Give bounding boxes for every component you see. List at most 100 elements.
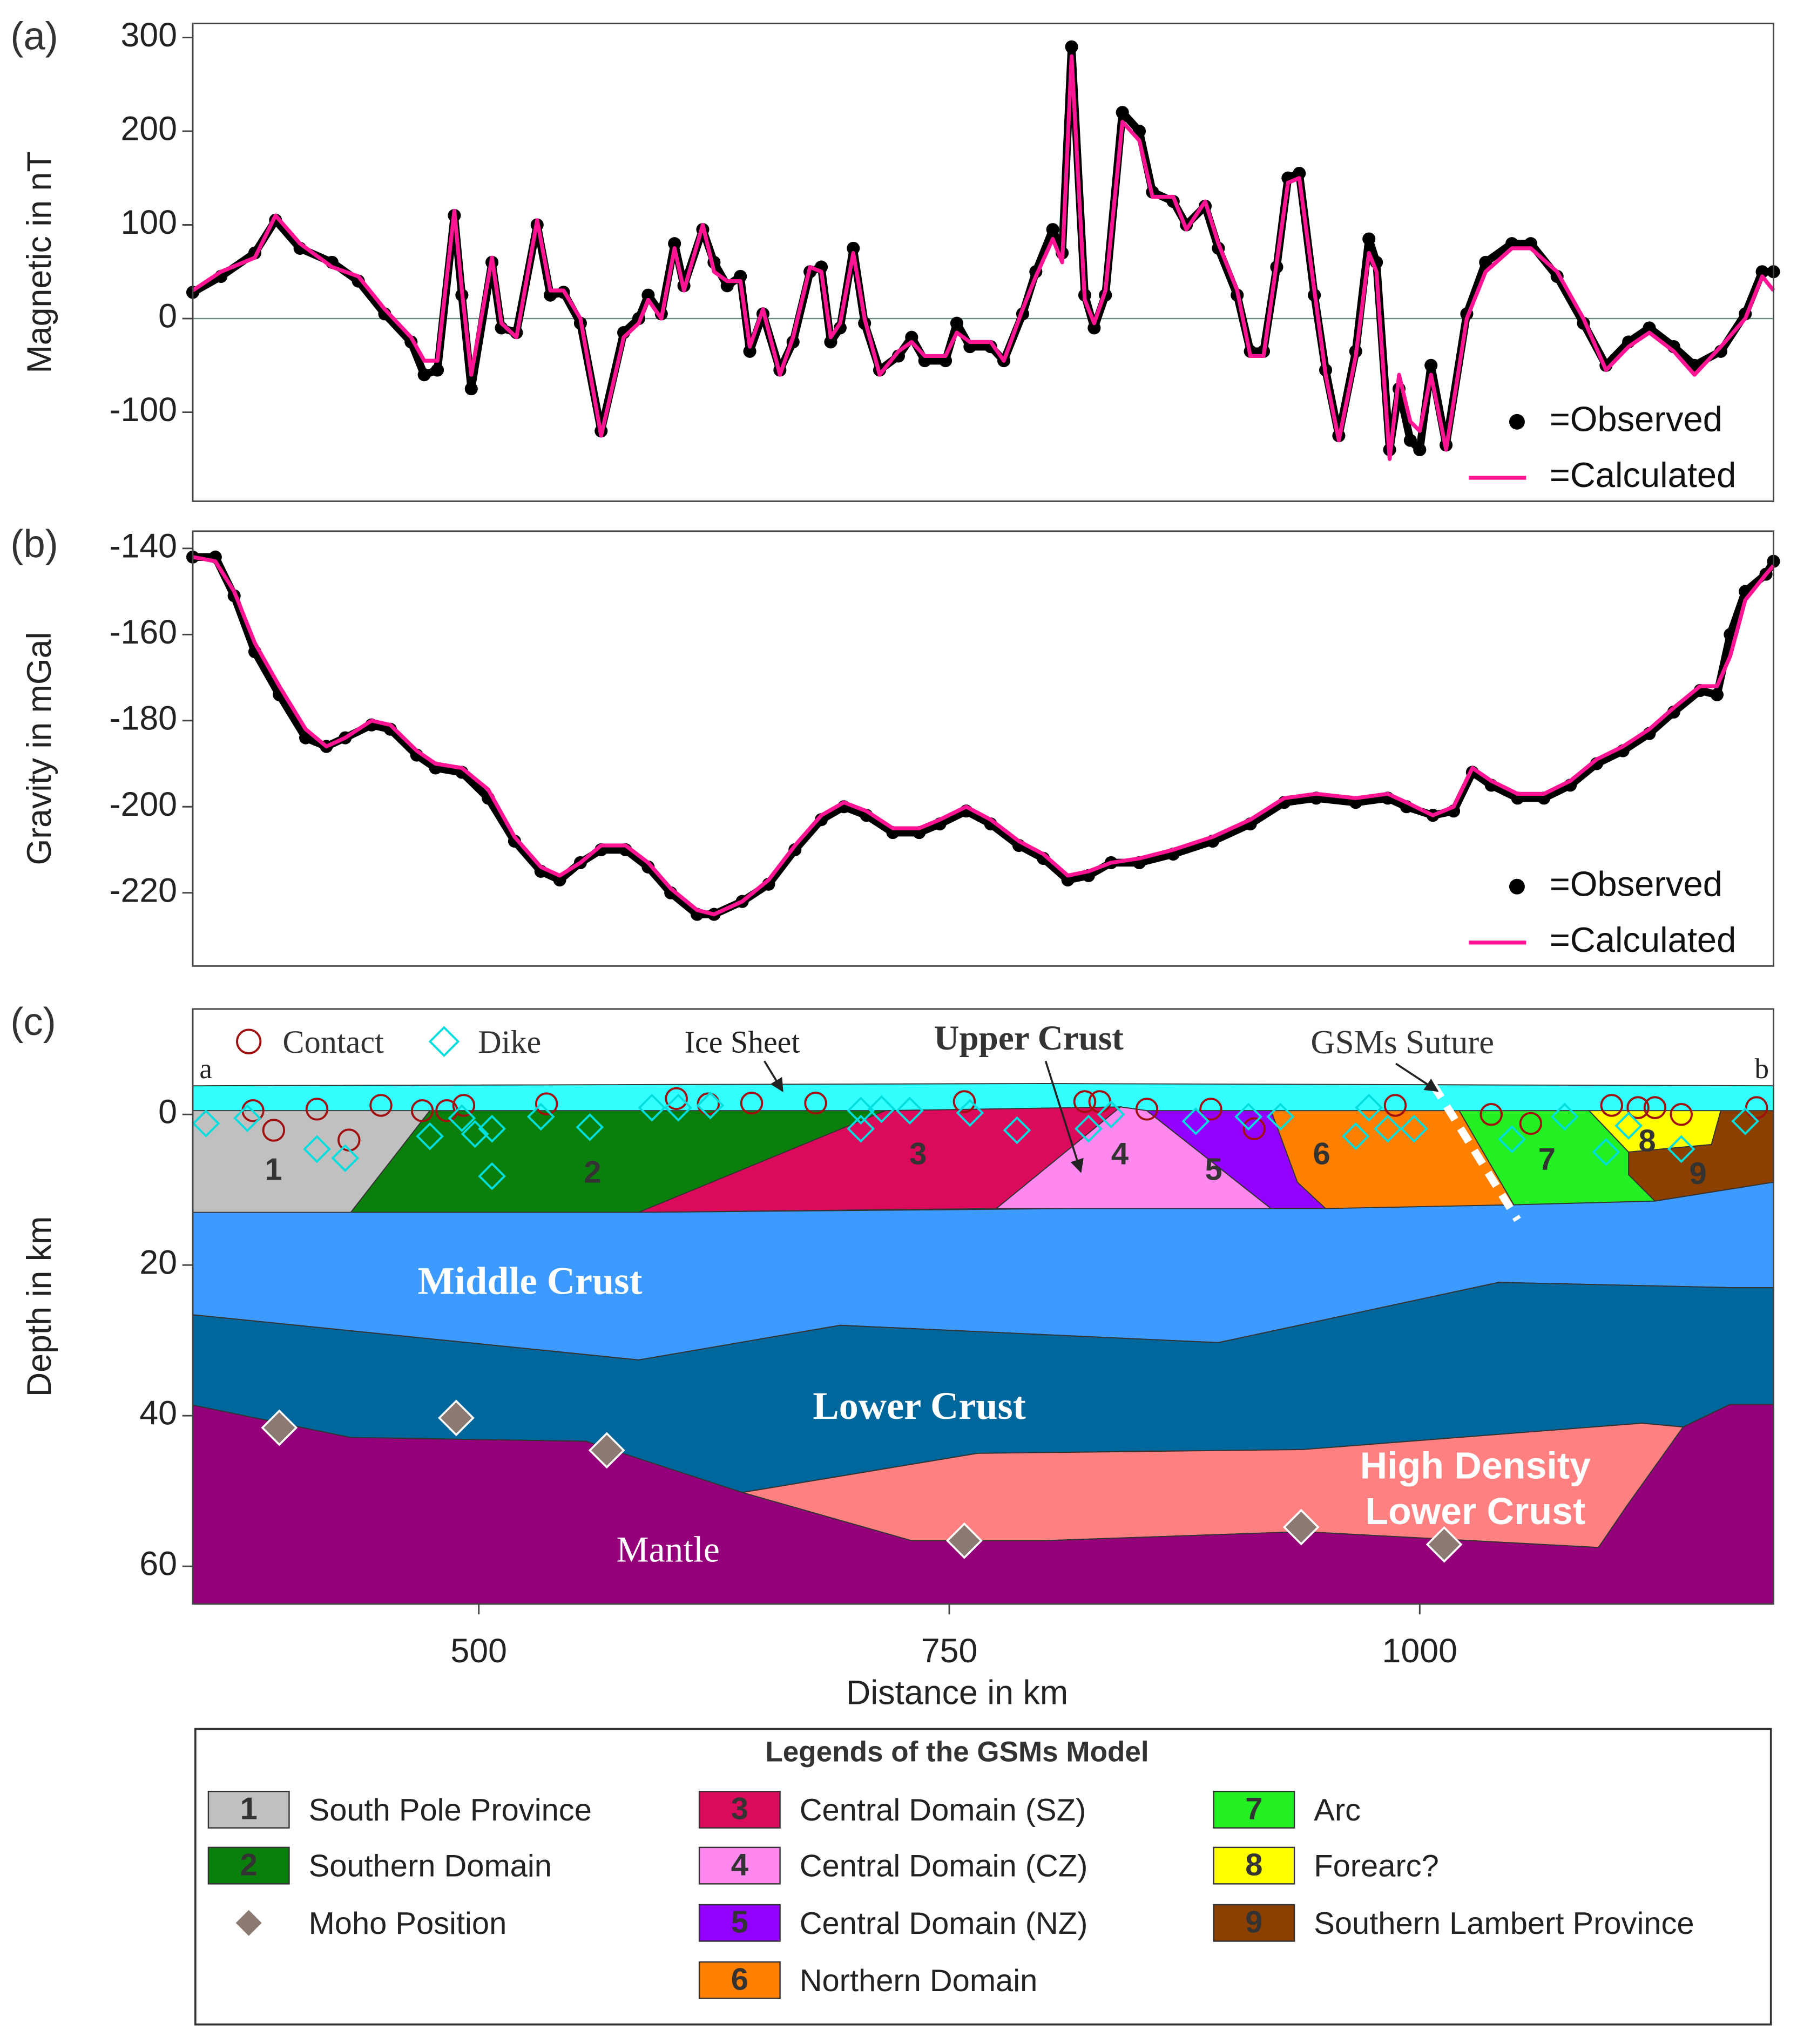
legend-number: 5 [731,1905,748,1939]
diamond-point [1592,1138,1620,1166]
legend-marker [428,1026,460,1057]
observed-point [1065,40,1078,53]
legend-swatch [698,1961,781,1999]
observed-point [1479,255,1492,269]
diamond-point [416,1122,444,1150]
diamond-point [461,1120,489,1148]
unit-number: 6 [1313,1137,1330,1172]
unit-number: 2 [584,1155,601,1189]
diamond-point [478,1162,506,1190]
plot-frame [192,22,1774,502]
observed-point [1087,321,1101,335]
legend-label: Dike [478,1024,541,1060]
observed-point [1424,358,1438,372]
diamond-point [526,1102,555,1131]
diamond-point [867,1095,896,1123]
x-tick-label: 750 [921,1632,978,1670]
observed-point [905,330,918,344]
y-axis-title: Gravity in mGal [21,632,58,865]
y-tick-label: -160 [110,613,177,651]
observed-point [1710,688,1724,701]
diamond-point [1181,1107,1210,1135]
legend-label: Moho Position [309,1906,507,1941]
observed-point [1046,223,1059,236]
diamond-point [303,1135,331,1163]
diamond-point [1374,1114,1402,1143]
y-tick-label: 0 [158,297,177,335]
moho-point [261,1409,298,1446]
diamond-point [956,1099,984,1127]
profile-end: b [1755,1053,1769,1085]
y-tick-label: 100 [120,204,177,241]
unit-number: 1 [265,1153,282,1187]
y-tick-label: 40 [139,1395,177,1432]
circle-point [1600,1094,1624,1117]
legend-swatch [698,1846,781,1885]
observed-point [1362,232,1376,246]
observed-point [417,368,431,382]
circle-point [740,1092,764,1115]
observed-point [743,344,756,358]
diamond-point [696,1091,725,1120]
moho-point [945,1522,983,1559]
diamond-point [1341,1122,1370,1150]
legend-label: South Pole Province [309,1793,592,1828]
diamond-point [331,1144,360,1172]
layer-label: High Density [1360,1445,1591,1487]
upper-crust-arrow [1044,1060,1084,1173]
y-tick-label: -200 [110,786,177,823]
observed-point [1293,166,1306,180]
x-tick-label: 1000 [1382,1632,1457,1670]
circle-point [1199,1098,1222,1121]
layer-label: Ice Sheet [685,1025,800,1060]
legend-swatch [207,1846,290,1885]
legend-label: =Calculated [1550,920,1737,959]
circle-point [1383,1094,1407,1117]
observed-point [299,731,313,744]
observed-point [824,335,837,349]
circle-point [1626,1096,1650,1119]
legend-marker [1509,878,1525,895]
circle-point [665,1087,688,1111]
legend-swatch [1213,1846,1295,1885]
diamond-point [847,1114,875,1143]
legend-number: 3 [731,1792,748,1826]
y-tick-label: 20 [139,1244,177,1282]
legend-label: Southern Domain [309,1849,552,1884]
diamond-point [1003,1116,1031,1145]
diamond-point [1355,1093,1383,1122]
legend-title: Legends of the GSMs Model [765,1736,1149,1768]
calculated-line [191,54,1775,461]
legend-label: Arc [1314,1793,1361,1828]
circle-point [369,1094,393,1117]
diamond-point [1667,1135,1695,1163]
y-tick-label: -220 [110,871,177,909]
unit-number: 3 [909,1137,927,1172]
panel-label: (c) [10,1000,56,1044]
observed-point [1755,265,1769,279]
legend-swatch [1213,1904,1295,1942]
observed-point [553,873,566,886]
unit-number: 9 [1690,1156,1707,1191]
crustal-unit [1270,1110,1515,1209]
suture-line [1429,1082,1521,1222]
observed-point [641,288,655,302]
y-tick-label: -100 [110,391,177,429]
diamond-point [1075,1114,1103,1143]
diamond-point [192,1109,220,1138]
diamond-point [1550,1102,1579,1131]
plot-frame [192,530,1774,967]
y-tick-label: 300 [120,16,177,54]
layer-label: Middle Crust [418,1260,643,1303]
observed-point [464,382,478,396]
layer-label: Lower Crust [1365,1490,1585,1532]
unit-number: 5 [1205,1153,1222,1187]
plots: =Observed=Calculated-1000100200300Magnet… [10,15,1780,1999]
legend-box [194,1728,1772,2026]
legend-label: Forearc? [1314,1849,1439,1884]
circle-point [1073,1090,1097,1113]
observed-point [950,316,964,330]
observed-point [1413,443,1427,457]
unit-number: 8 [1638,1124,1656,1159]
y-tick-label: -180 [110,699,177,737]
